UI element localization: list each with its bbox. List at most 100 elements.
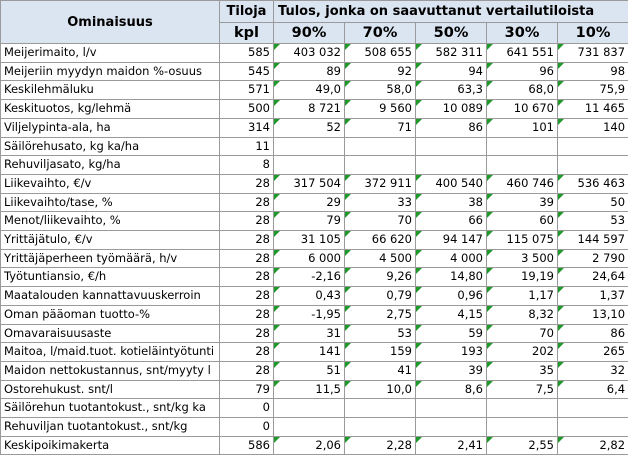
value-cell[interactable]: 508 655 [344,43,416,63]
percentile-group-header[interactable]: Tulos, jonka on saavuttanut vertailutilo… [272,0,628,23]
value-cell[interactable]: 8 721 [273,99,345,119]
row-label[interactable]: Säilörehusato, kg ka/ha [0,136,220,157]
value-cell[interactable]: -2,16 [273,267,345,288]
value-cell[interactable]: 51 [273,360,345,381]
farm-count-cell[interactable]: 28 [219,173,274,194]
value-cell[interactable]: 10 670 [486,99,558,119]
row-label[interactable]: Menot/liikevaihto, % [0,211,220,232]
value-cell[interactable] [344,417,416,437]
value-cell[interactable] [556,398,628,419]
value-cell[interactable]: 29 [273,192,345,213]
value-cell[interactable]: 159 [344,342,416,362]
farm-count-cell[interactable]: 500 [219,99,274,119]
property-header[interactable]: Ominaisuus [0,0,220,44]
value-cell[interactable]: 1,37 [556,286,628,306]
percentile-header-90[interactable]: 90% [273,22,345,44]
value-cell[interactable]: 731 837 [556,43,628,63]
row-label[interactable]: Viljelypinta-ala, ha [0,117,220,138]
value-cell[interactable] [273,398,345,419]
value-cell[interactable]: 9 560 [344,99,416,119]
value-cell[interactable]: 4 500 [344,248,416,269]
farm-count-cell[interactable]: 571 [219,80,274,101]
value-cell[interactable]: 86 [556,323,628,344]
value-cell[interactable]: 582 311 [415,43,487,63]
farm-count-cell[interactable]: 11 [219,136,274,157]
value-cell[interactable]: 0,43 [273,286,345,306]
value-cell[interactable]: 2,75 [344,304,416,325]
value-cell[interactable]: 10 089 [415,99,487,119]
row-label[interactable]: Maatalouden kannattavuuskerroin [0,286,220,306]
value-cell[interactable]: 38 [415,192,487,213]
farm-count-cell[interactable]: 28 [219,360,274,381]
value-cell[interactable]: 0,79 [344,286,416,306]
value-cell[interactable]: 70 [486,323,558,344]
value-cell[interactable]: 31 105 [273,230,345,250]
farm-count-cell[interactable]: 28 [219,342,274,362]
value-cell[interactable]: 536 463 [556,173,628,194]
farm-count-cell[interactable]: 314 [219,117,274,138]
value-cell[interactable] [556,136,628,157]
value-cell[interactable]: 4,15 [415,304,487,325]
value-cell[interactable]: 6 000 [273,248,345,269]
value-cell[interactable]: 193 [415,342,487,362]
value-cell[interactable]: 265 [556,342,628,362]
value-cell[interactable] [486,136,558,157]
value-cell[interactable]: 9,26 [344,267,416,288]
value-cell[interactable]: 2,55 [486,435,558,456]
value-cell[interactable]: 24,64 [556,267,628,288]
row-label[interactable]: Rehuviljasato, kg/ha [0,155,220,175]
value-cell[interactable]: 101 [486,117,558,138]
farms-header[interactable]: Tiloja [219,0,274,23]
percentile-header-50[interactable]: 50% [415,22,487,44]
value-cell[interactable]: 75,9 [556,80,628,101]
value-cell[interactable]: 49,0 [273,80,345,101]
value-cell[interactable]: 39 [486,192,558,213]
value-cell[interactable]: 460 746 [486,173,558,194]
row-label[interactable]: Meijeriin myydyn maidon %-osuus [0,61,220,82]
row-label[interactable]: Omavaraisuusaste [0,323,220,344]
row-label[interactable]: Keskipoikimakerta [0,435,220,456]
row-label[interactable]: Työtuntiansio, €/h [0,267,220,288]
farm-count-cell[interactable]: 28 [219,192,274,213]
value-cell[interactable]: 1,17 [486,286,558,306]
row-label[interactable]: Oman pääoman tuotto-% [0,304,220,325]
farm-count-cell[interactable]: 585 [219,43,274,63]
value-cell[interactable]: 96 [486,61,558,82]
farms-unit-header[interactable]: kpl [219,22,274,44]
value-cell[interactable]: 66 620 [344,230,416,250]
value-cell[interactable]: 79 [273,211,345,232]
value-cell[interactable] [486,417,558,437]
value-cell[interactable]: 6,4 [556,379,628,400]
value-cell[interactable]: 68,0 [486,80,558,101]
value-cell[interactable] [344,136,416,157]
value-cell[interactable]: 11,5 [273,379,345,400]
value-cell[interactable] [486,155,558,175]
value-cell[interactable]: 400 540 [415,173,487,194]
value-cell[interactable]: 141 [273,342,345,362]
value-cell[interactable]: 53 [556,211,628,232]
value-cell[interactable]: 94 [415,61,487,82]
value-cell[interactable]: 33 [344,192,416,213]
value-cell[interactable] [415,155,487,175]
value-cell[interactable]: 317 504 [273,173,345,194]
value-cell[interactable]: 11 465 [556,99,628,119]
row-label[interactable]: Keskilehmäluku [0,80,220,101]
value-cell[interactable]: 53 [344,323,416,344]
value-cell[interactable]: 10,0 [344,379,416,400]
farm-count-cell[interactable]: 28 [219,248,274,269]
value-cell[interactable]: -1,95 [273,304,345,325]
value-cell[interactable]: 19,19 [486,267,558,288]
value-cell[interactable]: 66 [415,211,487,232]
value-cell[interactable] [273,155,345,175]
value-cell[interactable] [344,398,416,419]
farm-count-cell[interactable]: 28 [219,323,274,344]
value-cell[interactable]: 0,96 [415,286,487,306]
value-cell[interactable] [415,398,487,419]
row-label[interactable]: Yrittäjäperheen työmäärä, h/v [0,248,220,269]
farm-count-cell[interactable]: 79 [219,379,274,400]
row-label[interactable]: Rehuviljan tuotantokust., snt/kg [0,417,220,437]
value-cell[interactable]: 58,0 [344,80,416,101]
farm-count-cell[interactable]: 28 [219,230,274,250]
row-label[interactable]: Liikevaihto/tase, % [0,192,220,213]
value-cell[interactable] [415,417,487,437]
